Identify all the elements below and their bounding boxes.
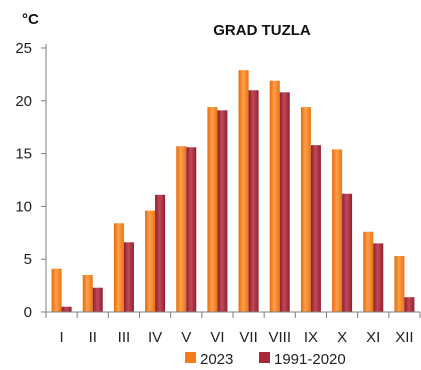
bar-1991-2020-X [342, 193, 353, 312]
bar-1991-2020-II [92, 287, 103, 312]
bars [51, 70, 415, 313]
bar-1991-2020-VIII [279, 92, 290, 313]
y-tick-label: 0 [24, 304, 32, 321]
bar-2023-III [113, 223, 124, 312]
y-tick-label: 15 [15, 146, 32, 163]
x-axis: I II III IV V VI VII VIII IX X XI XII [45, 311, 421, 346]
x-tick-label: XI [366, 329, 380, 346]
y-tick-label: 20 [15, 93, 32, 110]
x-tick-label: II [89, 329, 97, 346]
bar-1991-2020-IX [310, 145, 321, 312]
chart-title: GRAD TUZLA [213, 22, 311, 39]
y-axis: 0 5 10 15 20 25 [15, 40, 47, 321]
x-tick-label: I [59, 329, 63, 346]
bar-2023-VII [238, 70, 249, 313]
x-tick-label: XII [395, 329, 413, 346]
bar-1991-2020-V [186, 147, 197, 312]
bar-2023-V [176, 146, 187, 312]
x-tick-label: V [181, 329, 191, 346]
bar-2023-X [332, 149, 343, 312]
bar-2023-VIII [269, 80, 280, 313]
y-tick-label: 10 [15, 198, 32, 215]
x-tick-label: VIII [268, 329, 291, 346]
bar-2023-XI [363, 231, 374, 312]
bar-2023-XII [394, 256, 405, 312]
legend-swatch-2023 [185, 352, 196, 363]
x-tick-label: X [337, 329, 347, 346]
y-tick-label: 25 [15, 40, 32, 57]
legend: 2023 1991-2020 [185, 351, 346, 368]
legend-label-1991-2020: 1991-2020 [274, 351, 346, 368]
legend-swatch-1991-2020 [259, 352, 270, 363]
x-tick-label: III [118, 329, 131, 346]
bar-1991-2020-III [123, 242, 134, 312]
bar-1991-2020-VII [248, 90, 259, 313]
bar-2023-II [82, 275, 93, 312]
x-tick-label: VII [239, 329, 257, 346]
legend-label-2023: 2023 [200, 351, 233, 368]
y-unit-label: °C [22, 11, 39, 28]
bar-1991-2020-I [61, 306, 72, 312]
bar-1991-2020-IV [155, 194, 166, 312]
bar-1991-2020-XI [373, 243, 384, 312]
y-tick-label: 5 [24, 251, 32, 268]
bar-1991-2020-XII [404, 297, 415, 312]
bar-2023-VI [207, 107, 218, 312]
bar-1991-2020-VI [217, 110, 228, 312]
x-tick-label: IV [148, 329, 162, 346]
bar-2023-IX [300, 107, 311, 312]
bar-2023-I [51, 268, 62, 312]
bar-2023-IV [145, 210, 156, 312]
x-tick-label: IX [304, 329, 318, 346]
x-tick-label: VI [210, 329, 224, 346]
